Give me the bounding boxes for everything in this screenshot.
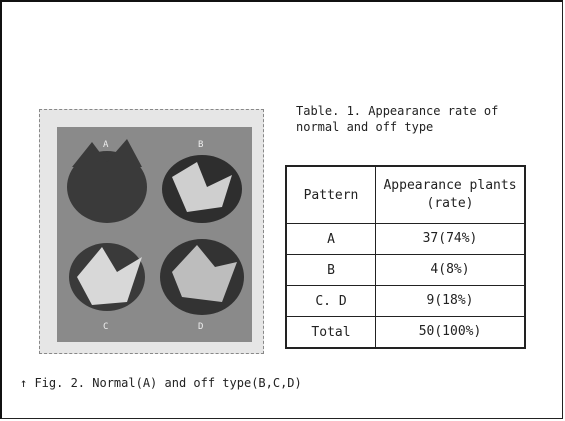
photo-frame: A B C D [39, 109, 264, 354]
photo [57, 127, 252, 342]
photo-label: D [198, 322, 204, 332]
cell: 9(18%) [375, 285, 526, 317]
header-cell: Appearance plants(rate) [375, 165, 526, 224]
cell: 50(100%) [375, 316, 526, 349]
cell: 37(74%) [375, 223, 526, 255]
cell: B [285, 254, 376, 286]
cell: 4(8%) [375, 254, 526, 286]
table-caption: Table. 1. Appearance rate of normal and … [296, 104, 499, 134]
photo-label: A [103, 140, 109, 150]
header-cell: Pattern [285, 165, 376, 224]
photo-label: B [198, 140, 204, 150]
figure-caption: ↑ Fig. 2. Normal(A) and off type(B,C,D) [20, 376, 302, 390]
photo-label: C [103, 322, 109, 332]
table: Pattern Appearance plants(rate) A 37(74%)… [285, 165, 526, 349]
cell: C. D [285, 285, 376, 317]
cell: Total [285, 316, 376, 349]
cell: A [285, 223, 376, 255]
